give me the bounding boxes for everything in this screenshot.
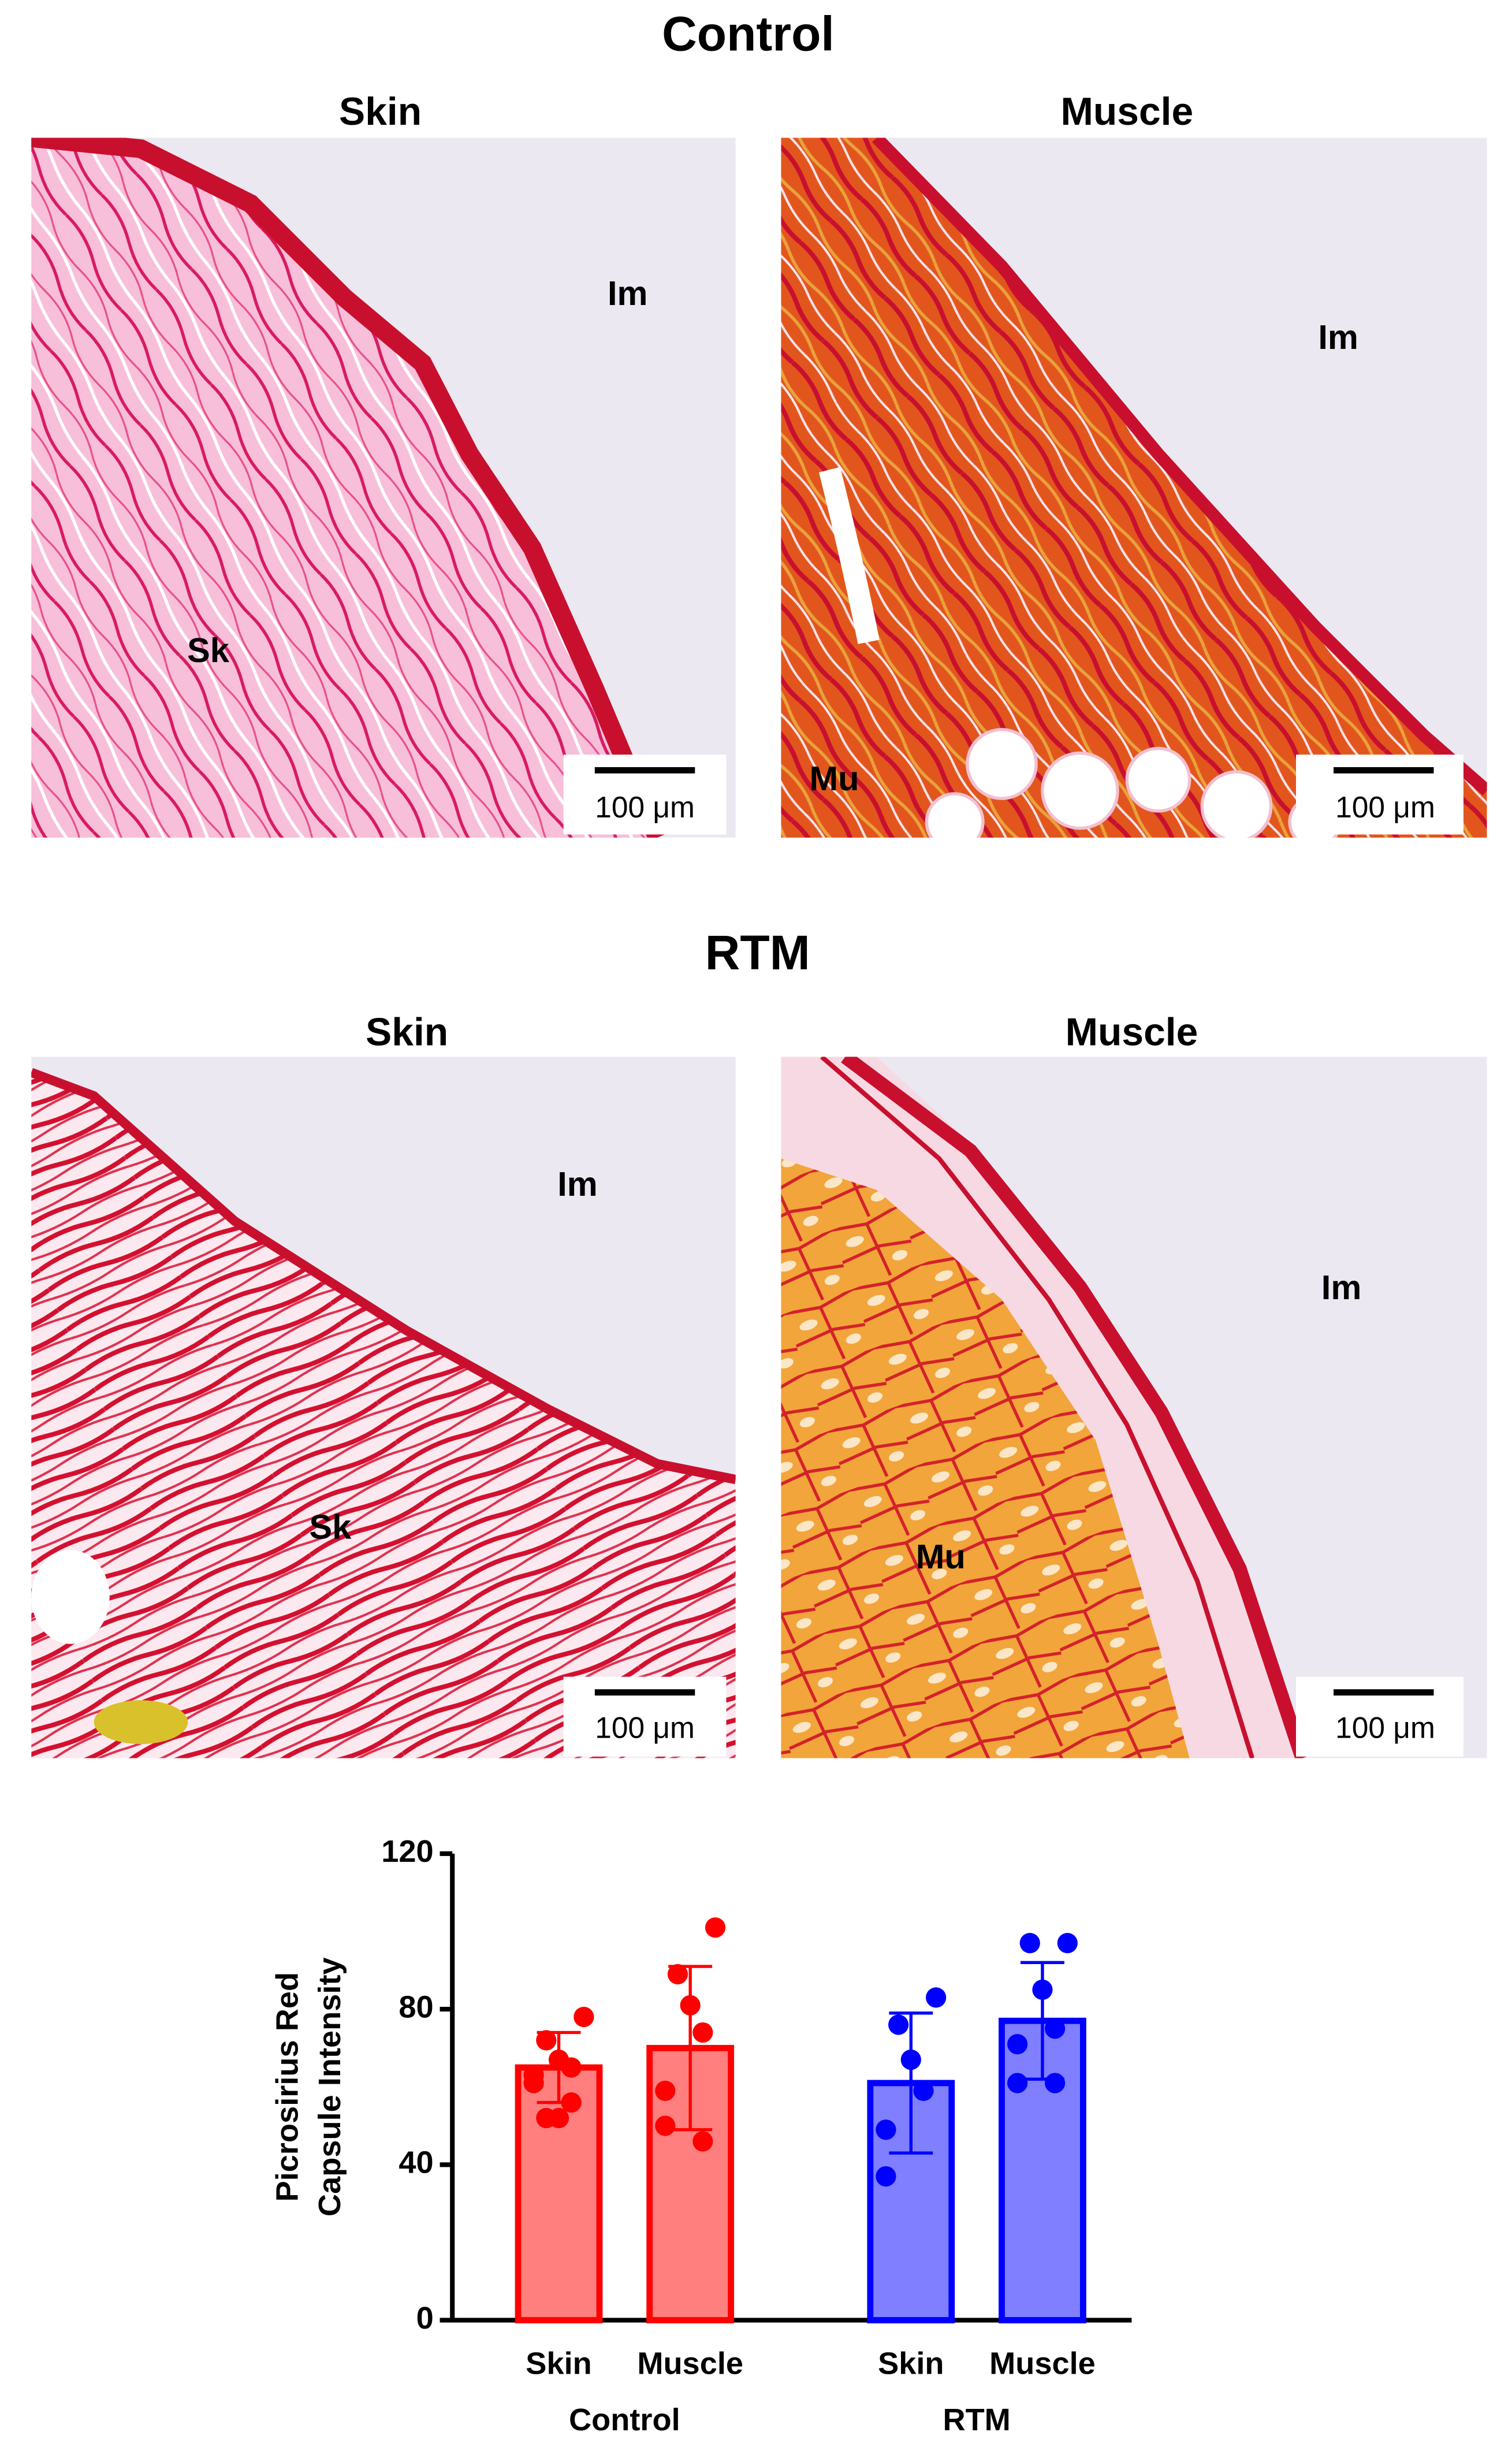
y-tick-label: 120 (381, 1834, 433, 1869)
data-point (655, 2080, 676, 2102)
x-tick-label: Muscle (637, 2346, 743, 2381)
scale-bar-label: 100 μm (1335, 790, 1435, 824)
panel-title: Muscle (1066, 1010, 1198, 1054)
micrograph (781, 1057, 1487, 1758)
data-point (1007, 2073, 1028, 2093)
panel-title: Skin (366, 1010, 448, 1054)
y-tick-label: 40 (399, 2145, 433, 2180)
data-point (536, 2107, 557, 2129)
data-point (926, 1987, 947, 2008)
data-point (705, 1917, 726, 1938)
panel-title: Muscle (1060, 90, 1193, 133)
data-point (876, 2166, 896, 2187)
region-label: Im (557, 1165, 598, 1203)
error-bar (889, 2011, 933, 2155)
region-label: Mu (809, 759, 859, 798)
data-point (573, 2006, 594, 2028)
data-point (692, 2022, 713, 2043)
micrograph (31, 1057, 736, 1758)
y-tick-label: 80 (399, 1990, 433, 2024)
data-point (1045, 2018, 1066, 2039)
data-point (1019, 1933, 1040, 1954)
data-point (655, 2115, 676, 2136)
bar (515, 2064, 603, 2323)
y-axis-label: Capsule Intensity (312, 1957, 347, 2217)
scale-bar-label: 100 μm (595, 1710, 695, 1744)
region-label: Im (1318, 318, 1358, 356)
region-label: Im (1321, 1268, 1362, 1307)
region-label: Sk (309, 1508, 352, 1546)
data-point (1057, 1933, 1078, 1954)
data-point (1045, 2073, 1066, 2093)
scale-bar-label: 100 μm (595, 790, 695, 824)
data-point (876, 2119, 896, 2140)
data-point (888, 2014, 909, 2035)
data-point (667, 1964, 688, 1985)
y-tick-label: 0 (416, 2301, 434, 2336)
data-point (1032, 1979, 1053, 2000)
x-tick-label: Muscle (989, 2346, 1096, 2381)
data-point (561, 2092, 582, 2113)
y-axis-label: Picrosirius Red (270, 1972, 305, 2202)
region-label: Im (608, 274, 648, 313)
section-title: Control (662, 6, 835, 61)
micrograph (781, 137, 1487, 838)
micrograph (31, 137, 736, 838)
group-label: Control (569, 2403, 680, 2437)
scale-bar-label: 100 μm (1335, 1710, 1435, 1744)
data-point (561, 2057, 582, 2078)
region-label: Sk (187, 631, 230, 670)
data-point (900, 2049, 921, 2070)
data-point (692, 2131, 713, 2152)
bar-chart: 0 40 80 120 Picrosirius Red Capsule Intensity… (270, 1834, 1132, 2437)
panel-title: Skin (339, 90, 422, 133)
data-point (523, 2073, 544, 2093)
data-point (913, 2080, 934, 2102)
group-label: RTM (943, 2403, 1010, 2437)
data-point (680, 1995, 701, 2016)
data-point (1007, 2034, 1028, 2055)
section-title: RTM (705, 925, 810, 980)
data-point (536, 2030, 557, 2051)
x-tick-label: Skin (878, 2346, 944, 2381)
x-tick-label: Skin (526, 2346, 591, 2381)
scale-bar (563, 754, 1463, 1757)
region-label: Mu (916, 1537, 966, 1576)
